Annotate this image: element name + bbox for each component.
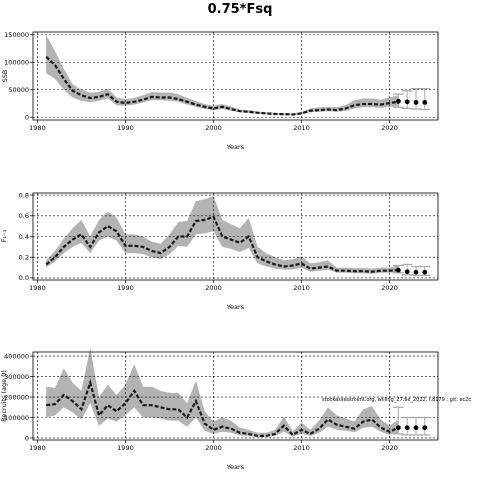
x-tick-label: 1990 bbox=[117, 444, 134, 452]
y-tick-label: 100000 bbox=[4, 414, 29, 422]
forecast-point bbox=[422, 269, 428, 275]
y-tick-label: 0.2 bbox=[19, 254, 29, 262]
x-tick-label: 2020 bbox=[381, 284, 398, 292]
axes-frame bbox=[32, 31, 439, 121]
x-tick-label: 2010 bbox=[293, 124, 310, 132]
ssb-panel: 1980 1990 2000 2010 2020 0 50000 100000 150000 Ye… bbox=[1, 31, 439, 151]
x-tick-label: 2000 bbox=[205, 124, 222, 132]
y-tick-label: 400000 bbox=[4, 352, 29, 360]
x-tick-label: 1980 bbox=[29, 444, 46, 452]
y-tick-label: 200000 bbox=[4, 393, 29, 401]
forecast-point bbox=[395, 98, 401, 104]
forecast-point bbox=[422, 100, 428, 105]
y-axis-label: F₁₋₃ bbox=[0, 229, 8, 242]
run-annotation: stockassessment.org, willing_27.6e_2022,… bbox=[322, 397, 471, 403]
estimate-line bbox=[46, 378, 399, 437]
x-tick-label: 2010 bbox=[293, 284, 310, 292]
forecast-point bbox=[413, 425, 419, 431]
x-tick-label: 1990 bbox=[117, 284, 134, 292]
y-tick-label: 0.4 bbox=[19, 233, 29, 241]
y-tick-label: 100000 bbox=[4, 59, 29, 67]
forecast-point bbox=[395, 267, 401, 273]
figure-title: 0.75*Fsq bbox=[208, 2, 273, 17]
forecast-point bbox=[413, 100, 419, 105]
axes-frame bbox=[32, 351, 439, 441]
confidence-band bbox=[46, 34, 399, 115]
y-tick-label: 300000 bbox=[4, 373, 29, 381]
y-tick-label: 150000 bbox=[4, 31, 29, 39]
x-tick-label: 2010 bbox=[293, 444, 310, 452]
x-tick-label: 2000 bbox=[205, 444, 222, 452]
y-axis-label: Recruits (age 0) bbox=[0, 370, 8, 422]
forecast-point bbox=[404, 425, 410, 431]
x-tick-label: 1980 bbox=[29, 124, 46, 132]
y-tick-label: 0.8 bbox=[19, 191, 29, 199]
estimate-line bbox=[45, 55, 399, 116]
recruitment-panel: 1980 1990 2000 2010 2020 0 100000 200000 300000 4… bbox=[0, 347, 439, 471]
x-axis-label: Years bbox=[226, 143, 245, 151]
y-tick-label: 0 bbox=[25, 434, 29, 442]
x-tick-label: 1980 bbox=[29, 284, 46, 292]
fishing-mortality-panel: 1980 1990 2000 2010 2020 0.0 0.2 0.4 0.6 0.8 Years… bbox=[0, 191, 439, 311]
y-axis-label: SSB bbox=[1, 70, 9, 83]
estimate-line bbox=[45, 215, 399, 273]
y-tick-label: 50000 bbox=[8, 86, 29, 94]
x-tick-label: 1990 bbox=[117, 124, 134, 132]
forecast-point bbox=[413, 269, 419, 275]
y-tick-label: 0 bbox=[25, 114, 29, 122]
y-tick-label: 0.6 bbox=[19, 212, 29, 220]
x-tick-label: 2020 bbox=[381, 444, 398, 452]
forecast-point bbox=[422, 425, 428, 431]
confidence-band bbox=[46, 347, 399, 437]
forecast-point bbox=[404, 269, 410, 275]
x-tick-label: 2000 bbox=[205, 284, 222, 292]
forecast-point bbox=[404, 99, 410, 105]
y-tick-label: 0.0 bbox=[19, 274, 29, 282]
x-axis-label: Years bbox=[226, 463, 245, 471]
forecast-point bbox=[395, 425, 401, 431]
x-tick-label: 2020 bbox=[381, 124, 398, 132]
x-axis-label: Years bbox=[226, 303, 245, 311]
